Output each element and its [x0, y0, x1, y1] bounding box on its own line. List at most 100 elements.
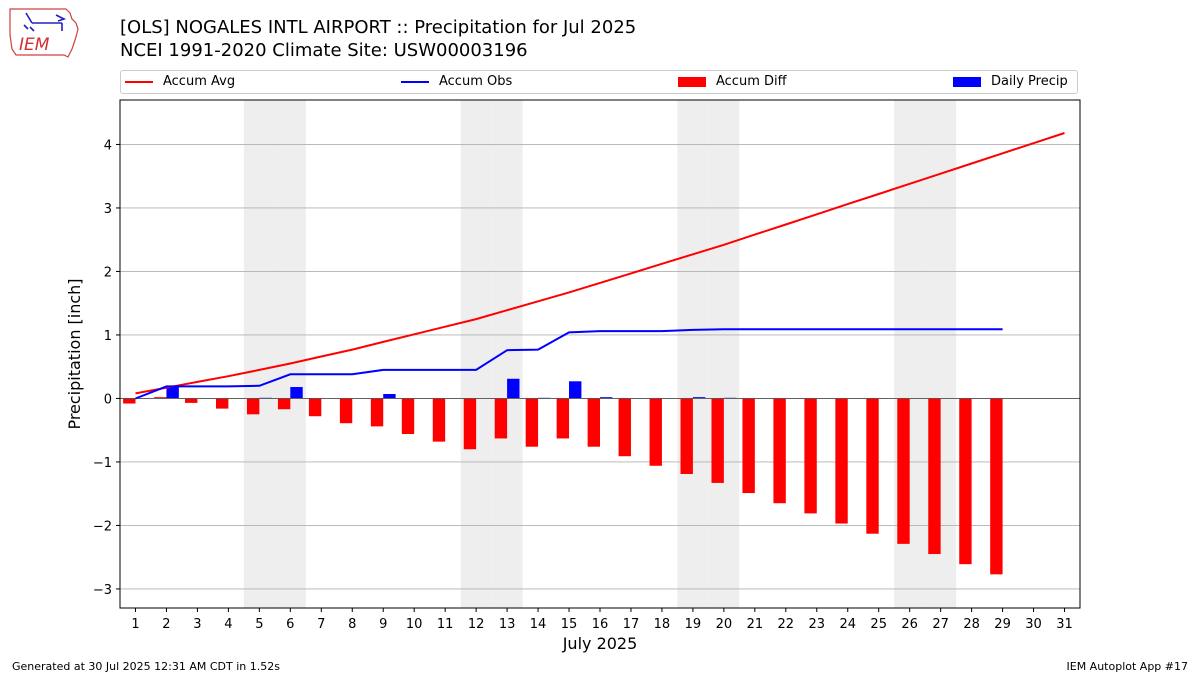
accum-diff-bar	[277, 398, 291, 410]
accum-diff-bar	[959, 398, 972, 565]
accum-diff-bar	[804, 398, 817, 514]
accum-avg-line	[135, 132, 1065, 395]
x-tick-label: 29	[994, 617, 1011, 632]
accum-diff-bar	[185, 398, 198, 403]
iowa-outline-icon	[9, 8, 79, 58]
accum-diff-bar	[835, 398, 848, 524]
legend-swatch-accum-obs	[401, 80, 429, 83]
y-axis-label: Precipitation [inch]	[65, 278, 84, 429]
accum-diff-bar	[742, 398, 755, 494]
x-tick-label: 30	[1025, 617, 1042, 632]
bars	[123, 378, 1003, 575]
lines	[120, 132, 1080, 400]
legend-swatch-accum-avg	[125, 80, 153, 83]
x-axis-label: July 2025	[562, 634, 638, 653]
weekend-band-day-13	[491, 100, 523, 608]
accum-diff-bar	[618, 398, 631, 457]
x-tick-label: 21	[747, 617, 764, 632]
accum-diff-bar	[401, 398, 415, 435]
chart-subtitle: NCEI 1991-2020 Climate Site: USW00003196	[120, 40, 528, 61]
legend-label-accum-diff: Accum Diff	[716, 74, 787, 89]
y-tick-label: 0	[104, 392, 112, 407]
accum-obs-line	[135, 328, 1003, 400]
y-tick-label: −2	[93, 519, 112, 534]
accum-diff-bar	[525, 398, 539, 447]
weather-station-icon	[23, 12, 67, 32]
y-tick-label: 4	[104, 138, 112, 153]
accum-diff-bar	[246, 398, 260, 415]
x-tick-label: 25	[870, 617, 887, 632]
logo-text: IEM	[19, 35, 50, 55]
weekend-band-day-6	[274, 100, 306, 608]
iem-logo: IEM	[9, 8, 79, 58]
daily-precip-bar	[507, 378, 520, 399]
x-tick-label: 4	[224, 617, 232, 632]
y-tick-label: 3	[104, 202, 112, 217]
x-tick-label: 27	[932, 617, 949, 632]
daily-precip-bar	[600, 397, 613, 399]
accum-diff-bar	[432, 398, 446, 442]
x-tick-label: 14	[530, 617, 547, 632]
x-tick-label: 20	[716, 617, 733, 632]
x-tick-label: 13	[499, 617, 516, 632]
daily-precip-bar	[569, 381, 582, 399]
y-axis: −3 −2 −1 0 1 2 3 4	[93, 138, 120, 598]
weekend-band-day-20	[708, 100, 740, 608]
legend-label-accum-obs: Accum Obs	[439, 74, 513, 89]
accum-diff-bar	[494, 398, 508, 439]
accum-diff-bar	[339, 398, 353, 424]
accum-diff-bar	[154, 397, 167, 399]
legend: Accum Avg Accum Obs Accum Diff Daily Pre…	[120, 70, 1078, 94]
legend-swatch-accum-diff	[678, 76, 706, 87]
legend-swatch-daily-precip	[953, 76, 981, 87]
x-axis: 1 2 3 4 5 6 7 8 9 10 11 12 13 14 15 16 17 18 19 20 21 22 23 24 2…	[131, 608, 1073, 632]
accum-diff-bar	[463, 398, 477, 450]
x-tick-label: 31	[1056, 617, 1073, 632]
x-tick-label: 10	[406, 617, 423, 632]
x-tick-label: 24	[839, 617, 856, 632]
x-tick-label: 2	[162, 617, 170, 632]
y-tick-label: 1	[104, 329, 112, 344]
y-tick-label: −3	[93, 583, 112, 598]
x-tick-label: 18	[654, 617, 671, 632]
accum-diff-bar	[897, 398, 910, 544]
y-tick-label: −1	[93, 456, 112, 471]
chart-title: [OLS] NOGALES INTL AIRPORT :: Precipitat…	[120, 17, 637, 38]
x-tick-label: 22	[778, 617, 795, 632]
weekend-band-day-19	[677, 100, 709, 608]
weekend-band-day-12	[460, 100, 492, 608]
y-tick-label: 2	[104, 265, 112, 280]
x-tick-label: 5	[255, 617, 263, 632]
x-tick-label: 17	[623, 617, 640, 632]
accum-diff-bar	[649, 398, 662, 466]
accum-diff-bar	[216, 398, 229, 409]
daily-precip-bar	[290, 387, 303, 399]
accum-diff-bar	[123, 398, 136, 404]
x-tick-label: 3	[193, 617, 201, 632]
x-tick-label: 16	[592, 617, 609, 632]
accum-diff-bar	[711, 398, 724, 483]
accum-diff-bar	[680, 398, 693, 475]
weekend-band-day-5	[243, 100, 275, 608]
x-tick-label: 15	[561, 617, 578, 632]
x-tick-label: 9	[379, 617, 387, 632]
legend-item-accum-obs: Accum Obs	[401, 74, 512, 89]
accum-diff-bar	[556, 398, 570, 439]
accum-diff-bar	[866, 398, 879, 534]
legend-label-accum-avg: Accum Avg	[163, 74, 236, 89]
legend-label-daily-precip: Daily Precip	[991, 74, 1068, 89]
legend-item-accum-diff: Accum Diff	[678, 74, 787, 89]
legend-item-accum-avg: Accum Avg	[125, 74, 235, 89]
legend-item-daily-precip: Daily Precip	[953, 74, 1068, 89]
x-tick-label: 6	[286, 617, 294, 632]
accum-diff-bar	[308, 398, 322, 417]
footer-generated: Generated at 30 Jul 2025 12:31 AM CDT in…	[12, 660, 280, 673]
accum-diff-bar	[928, 398, 941, 555]
accum-diff-bar	[587, 398, 600, 447]
weekend-shading	[243, 100, 957, 608]
x-tick-label: 26	[901, 617, 918, 632]
x-tick-label: 1	[131, 617, 139, 632]
accum-diff-bar	[773, 398, 786, 504]
x-tick-label: 23	[809, 617, 826, 632]
accum-diff-bar	[990, 398, 1003, 575]
